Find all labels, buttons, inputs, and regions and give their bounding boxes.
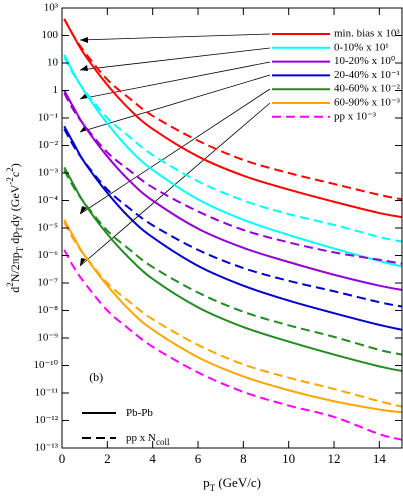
series-line <box>63 249 403 441</box>
arrow <box>79 61 271 100</box>
arrow-head <box>80 65 88 71</box>
arrow <box>79 74 271 133</box>
arrow-head <box>80 258 86 266</box>
x-axis-label: pT (GeV/c) <box>203 475 261 493</box>
label-part: p <box>203 475 210 490</box>
label-part: dy (GeV <box>8 184 22 226</box>
x-tick-label: 10 <box>282 451 295 466</box>
x-tick-label: 4 <box>149 451 156 466</box>
arrow <box>79 33 271 41</box>
y-tick-label: 1 <box>53 84 59 96</box>
y-tick-label: 10⁻¹³ <box>35 442 59 454</box>
y-tick-label: 10⁻¹ <box>38 112 58 124</box>
y-tick-label: 10⁻⁵ <box>37 222 58 234</box>
series-line <box>63 125 403 331</box>
y-tick-label: 10⁻⁸ <box>37 304 58 316</box>
y-tick-label: 10⁻² <box>38 139 59 151</box>
series-line <box>63 219 403 414</box>
y-tick-label: 10⁻⁹ <box>37 332 58 344</box>
y-tick-label: 10⁻¹⁰ <box>33 359 58 371</box>
label-part: pp x N <box>126 432 156 444</box>
style-legend-label: Pb-Pb <box>126 407 153 419</box>
label-part: dp <box>8 232 22 247</box>
label-part: T <box>15 226 25 232</box>
y-tick-label: 100 <box>42 29 59 41</box>
series-line <box>63 169 403 356</box>
series-line <box>63 54 403 268</box>
label-part: 2 <box>5 167 15 172</box>
arrow-head <box>80 37 88 43</box>
label-part: ) <box>8 163 22 167</box>
legend-label: 40-60% x 10⁻² <box>334 83 401 95</box>
arrow-heads <box>80 37 88 266</box>
y-tick-label: 10³ <box>44 2 59 14</box>
legend-label: 10-20% x 10⁰ <box>334 55 396 67</box>
series-line <box>63 18 403 219</box>
y-tick-label: 10⁻³ <box>38 167 59 179</box>
y-tick-label: 10⁻⁴ <box>37 194 58 206</box>
arrow-head <box>80 206 87 214</box>
y-tick-label: 10⁻¹¹ <box>35 387 58 399</box>
label-part: T <box>210 483 216 493</box>
x-tick-label: 8 <box>240 451 247 466</box>
series-line <box>63 166 403 372</box>
y-tick-label: 10⁻⁷ <box>37 277 58 289</box>
y-axis-label: d2N/2πpT dpTdy (GeV-2c2) <box>5 163 25 293</box>
label-part: c <box>8 172 22 177</box>
x-tick-label: 2 <box>104 451 111 466</box>
x-tick-label: 0 <box>59 451 66 466</box>
arrow <box>79 88 271 215</box>
left-mask <box>0 0 62 448</box>
series-line <box>63 128 403 308</box>
series-line <box>63 221 403 408</box>
y-tick-label: 10⁻⁶ <box>37 249 58 261</box>
x-tick-label: 14 <box>373 451 387 466</box>
annotation: (b) <box>89 370 103 384</box>
label-part: -2 <box>5 177 15 185</box>
series-line <box>63 92 403 265</box>
label-part: T <box>15 246 25 252</box>
legend-label: 60-90% x 10⁻³ <box>334 97 401 109</box>
x-tick-label: 6 <box>195 451 202 466</box>
legend-label: pp x 10⁻³ <box>334 110 377 122</box>
label-part: d <box>8 287 22 293</box>
legend-label: min. bias x 10³ <box>334 28 400 40</box>
x-tick-label: 12 <box>328 451 341 466</box>
label-part: Pb-Pb <box>126 407 153 419</box>
style-legend-label: pp x Ncoll <box>126 432 170 448</box>
legend-label: 0-10% x 10¹ <box>334 41 389 53</box>
label-part: (GeV/c) <box>215 475 261 490</box>
label-part: 2 <box>5 282 15 287</box>
top-mask <box>62 0 403 8</box>
label-part: N/2πp <box>8 252 22 282</box>
legend-label: 20-40% x 10⁻¹ <box>334 69 400 81</box>
arrow <box>79 47 271 71</box>
series-line <box>63 56 403 243</box>
series-line <box>63 18 403 201</box>
label-part: coll <box>156 437 170 447</box>
y-tick-label: 10 <box>47 57 59 69</box>
y-tick-label: 10⁻¹² <box>35 414 59 426</box>
